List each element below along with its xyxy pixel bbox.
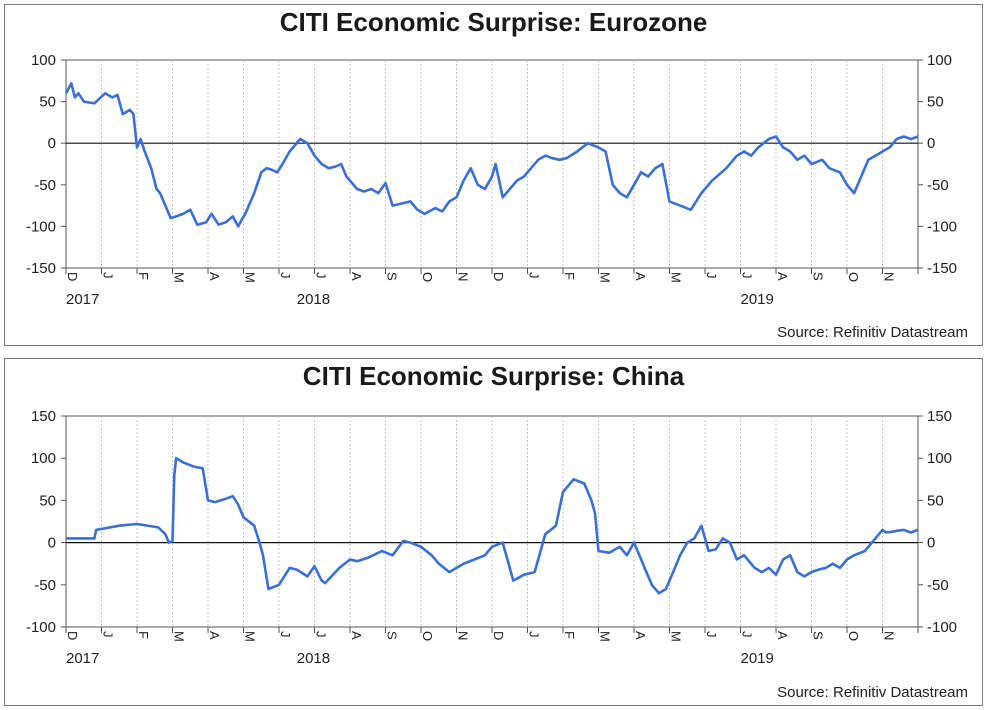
- china-month-label: M: [243, 631, 258, 642]
- china-ytick-label-right: -50: [927, 577, 949, 594]
- eurozone-year-label: 2018: [297, 291, 330, 308]
- china-month-label: J: [101, 631, 116, 638]
- china-ytick-label-right: 100: [927, 450, 952, 467]
- china-ytick-label-right: 50: [927, 492, 944, 509]
- china-ytick-label: 0: [48, 535, 56, 552]
- eurozone-month-label: S: [811, 272, 826, 281]
- eurozone-ytick-label: 50: [39, 94, 56, 111]
- china-month-label: F: [136, 631, 151, 639]
- eurozone-month-label: A: [207, 272, 222, 281]
- china-chart-panel: CITI Economic Surprise: China 150 150 100 1…: [4, 358, 983, 706]
- china-month-label: F: [562, 631, 577, 639]
- eurozone-month-label: J: [314, 272, 329, 279]
- eurozone-ytick-label-right: 0: [927, 135, 935, 152]
- china-month-label: M: [598, 631, 613, 642]
- china-month-label: O: [846, 631, 861, 641]
- china-month-label: S: [811, 631, 826, 640]
- eurozone-ytick-label-right: -50: [927, 177, 949, 194]
- eurozone-month-label: D: [65, 272, 80, 281]
- eurozone-ytick-label-right: 100: [927, 52, 952, 69]
- eurozone-month-label: M: [243, 272, 258, 283]
- eurozone-month-label: M: [598, 272, 613, 283]
- eurozone-month-label: M: [669, 272, 684, 283]
- eurozone-month-label: D: [491, 272, 506, 281]
- eurozone-month-label: J: [101, 272, 116, 279]
- china-ytick-label: -50: [34, 577, 56, 594]
- eurozone-source-note: Source: Refinitiv Datastream: [777, 324, 968, 341]
- eurozone-month-label: S: [385, 272, 400, 281]
- eurozone-ytick-label: 0: [48, 135, 56, 152]
- eurozone-month-label: A: [349, 272, 364, 281]
- china-ytick-label: 150: [31, 408, 56, 425]
- eurozone-chart-panel: CITI Economic Surprise: Eurozone 100 100 5…: [4, 4, 983, 346]
- china-month-label: N: [456, 631, 471, 640]
- china-month-label: A: [775, 631, 790, 640]
- eurozone-month-label: N: [882, 272, 897, 281]
- china-month-label: N: [882, 631, 897, 640]
- eurozone-month-label: J: [740, 272, 755, 279]
- eurozone-chart-svg: 100 100 50 50 0 0 -50 -50 -100 -100 -150 -150 D J F M A M…: [26, 52, 957, 308]
- china-ytick-label: -100: [26, 619, 56, 636]
- eurozone-year-label: 2017: [66, 291, 99, 308]
- china-ytick-label-right: 150: [927, 408, 952, 425]
- eurozone-ytick-label: -100: [26, 218, 56, 235]
- china-chart-svg: 150 150 100 100 50 50 0 0 -50 -50 -100 -100 D J F M A M J J…: [26, 408, 957, 667]
- eurozone-ytick-label-right: -100: [927, 218, 957, 235]
- eurozone-month-label: F: [562, 272, 577, 280]
- china-month-label: J: [314, 631, 329, 638]
- china-ytick-label: 50: [39, 492, 56, 509]
- china-month-label: D: [491, 631, 506, 640]
- eurozone-month-label: N: [456, 272, 471, 281]
- eurozone-month-label: M: [172, 272, 187, 283]
- china-month-label: J: [740, 631, 755, 638]
- eurozone-month-label: F: [136, 272, 151, 280]
- eurozone-month-label: A: [775, 272, 790, 281]
- eurozone-month-label: O: [420, 272, 435, 282]
- eurozone-ytick-label-right: 50: [927, 94, 944, 111]
- eurozone-ytick-label: -50: [34, 177, 56, 194]
- china-month-label: J: [527, 631, 542, 638]
- china-month-label: D: [65, 631, 80, 640]
- china-year-label: 2017: [66, 650, 99, 667]
- china-year-label: 2019: [741, 650, 774, 667]
- eurozone-month-label: J: [527, 272, 542, 279]
- eurozone-chart-title: CITI Economic Surprise: Eurozone: [279, 7, 708, 37]
- china-ytick-label-right: 0: [927, 535, 935, 552]
- china-month-label: A: [633, 631, 648, 640]
- china-month-label: A: [349, 631, 364, 640]
- china-chart-title: CITI Economic Surprise: China: [302, 361, 685, 391]
- eurozone-ytick-label: 100: [31, 52, 56, 69]
- china-year-label: 2018: [297, 650, 330, 667]
- eurozone-month-label: O: [846, 272, 861, 282]
- china-month-label: J: [278, 631, 293, 638]
- eurozone-month-label: J: [278, 272, 293, 279]
- eurozone-month-label: J: [704, 272, 719, 279]
- china-ytick-label: 100: [31, 450, 56, 467]
- china-month-label: O: [420, 631, 435, 641]
- eurozone-series-line: [64, 82, 919, 228]
- china-month-label: J: [704, 631, 719, 638]
- eurozone-ytick-label: -150: [26, 260, 56, 277]
- china-month-label: M: [172, 631, 187, 642]
- china-month-label: M: [669, 631, 684, 642]
- eurozone-ytick-label-right: -150: [927, 260, 957, 277]
- china-ytick-label-right: -100: [927, 619, 957, 636]
- eurozone-year-label: 2019: [741, 291, 774, 308]
- china-month-label: S: [385, 631, 400, 640]
- china-series-line: [66, 456, 919, 595]
- eurozone-month-label: A: [633, 272, 648, 281]
- china-source-note: Source: Refinitiv Datastream: [777, 684, 968, 701]
- china-month-label: A: [207, 631, 222, 640]
